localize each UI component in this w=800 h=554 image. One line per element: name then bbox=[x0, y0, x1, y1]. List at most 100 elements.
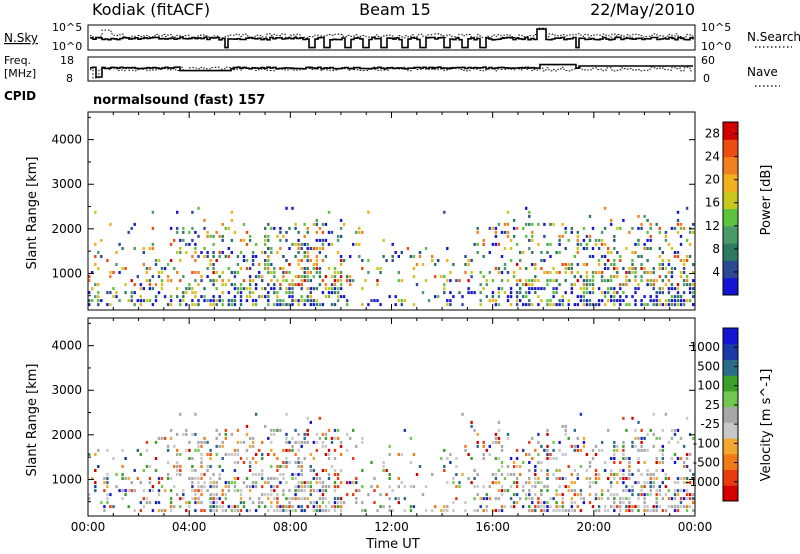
echo-cell bbox=[267, 303, 270, 307]
echo-cell bbox=[233, 275, 237, 279]
echo-cell bbox=[564, 428, 567, 432]
echo-cell bbox=[658, 247, 661, 250]
echo-cell bbox=[364, 509, 367, 513]
echo-cell bbox=[203, 218, 206, 222]
echo-cell bbox=[685, 259, 689, 262]
echo-cell bbox=[160, 283, 164, 287]
echo-cell bbox=[200, 453, 203, 456]
echo-cell bbox=[628, 497, 631, 501]
echo-cell bbox=[455, 279, 458, 283]
echo-cell bbox=[306, 440, 309, 444]
echo-cell bbox=[488, 444, 491, 448]
echo-cell bbox=[594, 238, 598, 242]
echo-cell bbox=[512, 461, 516, 464]
echo-cell bbox=[106, 477, 109, 480]
echo-cell bbox=[203, 436, 206, 440]
echo-cell bbox=[637, 497, 640, 501]
echo-cell bbox=[631, 416, 634, 420]
echo-cell bbox=[692, 473, 695, 476]
echo-cell bbox=[658, 303, 661, 307]
echo-cell bbox=[321, 230, 325, 234]
echo-cell bbox=[622, 481, 625, 485]
echo-cell bbox=[282, 234, 285, 238]
echo-cell bbox=[315, 222, 318, 226]
echo-cell bbox=[203, 247, 206, 250]
echo-cell bbox=[558, 448, 561, 452]
echo-cell bbox=[258, 448, 261, 452]
echo-cell bbox=[309, 481, 312, 485]
y-tick-label: 2000 bbox=[51, 428, 82, 442]
echo-cell bbox=[564, 453, 567, 456]
echo-cell bbox=[525, 303, 528, 307]
echo-cell bbox=[622, 267, 625, 270]
echo-cell bbox=[528, 493, 531, 497]
echo-cell bbox=[570, 263, 573, 266]
echo-cell bbox=[682, 461, 686, 464]
echo-cell bbox=[628, 465, 631, 468]
echo-cell bbox=[582, 247, 586, 250]
echo-cell bbox=[121, 489, 124, 493]
echo-cell bbox=[540, 461, 543, 464]
echo-cell bbox=[628, 303, 631, 307]
echo-cell bbox=[543, 222, 546, 226]
echo-cell bbox=[670, 505, 674, 509]
echo-cell bbox=[494, 477, 498, 480]
echo-cell bbox=[300, 469, 303, 472]
echo-cell bbox=[628, 469, 631, 472]
echo-cell bbox=[661, 279, 664, 283]
echo-cell bbox=[321, 493, 325, 497]
echo-cell bbox=[412, 485, 416, 489]
echo-cell bbox=[582, 295, 586, 299]
echo-cell bbox=[585, 271, 589, 274]
echo-cell bbox=[197, 303, 200, 307]
echo-cell bbox=[294, 509, 297, 513]
nave-trace bbox=[90, 66, 694, 79]
echo-cell bbox=[661, 481, 664, 485]
echo-cell bbox=[415, 263, 419, 266]
echo-cell bbox=[503, 230, 507, 234]
echo-cell bbox=[679, 477, 683, 480]
echo-cell bbox=[673, 287, 677, 291]
echo-cell bbox=[388, 505, 391, 509]
echo-cell bbox=[619, 477, 622, 480]
echo-cell bbox=[676, 222, 680, 226]
echo-cell bbox=[339, 295, 343, 299]
echo-cell bbox=[245, 287, 249, 291]
echo-cell bbox=[682, 291, 686, 295]
echo-cell bbox=[321, 279, 325, 283]
echo-cell bbox=[555, 303, 558, 307]
echo-cell bbox=[403, 497, 406, 501]
echo-cell bbox=[179, 303, 182, 307]
echo-cell bbox=[409, 485, 413, 489]
echo-cell bbox=[312, 303, 315, 307]
echo-cell bbox=[169, 299, 173, 303]
echo-cell bbox=[121, 448, 124, 452]
echo-cell bbox=[597, 263, 601, 266]
echo-cell bbox=[288, 501, 291, 505]
echo-cell bbox=[270, 477, 273, 480]
echo-cell bbox=[458, 481, 461, 485]
echo-cell bbox=[297, 230, 300, 234]
echo-cell bbox=[558, 505, 561, 509]
echo-cell bbox=[221, 279, 224, 283]
echo-cell bbox=[658, 461, 661, 464]
echo-cell bbox=[685, 465, 689, 468]
echo-cell bbox=[233, 453, 237, 456]
echo-cell bbox=[285, 303, 288, 307]
echo-cell bbox=[692, 263, 695, 266]
echo-cell bbox=[619, 303, 622, 307]
echo-cell bbox=[619, 501, 622, 505]
echo-cell bbox=[673, 251, 677, 254]
echo-cell bbox=[494, 299, 498, 303]
echo-cell bbox=[182, 238, 185, 242]
echo-cell bbox=[315, 440, 318, 444]
echo-cell bbox=[169, 489, 173, 493]
echo-cell bbox=[294, 453, 297, 456]
echo-cell bbox=[169, 497, 173, 501]
echo-cell bbox=[336, 291, 340, 295]
echo-cell bbox=[673, 299, 677, 303]
echo-cell bbox=[591, 255, 595, 258]
echo-cell bbox=[297, 303, 300, 307]
echo-cell bbox=[233, 489, 237, 493]
echo-cell bbox=[194, 303, 197, 307]
